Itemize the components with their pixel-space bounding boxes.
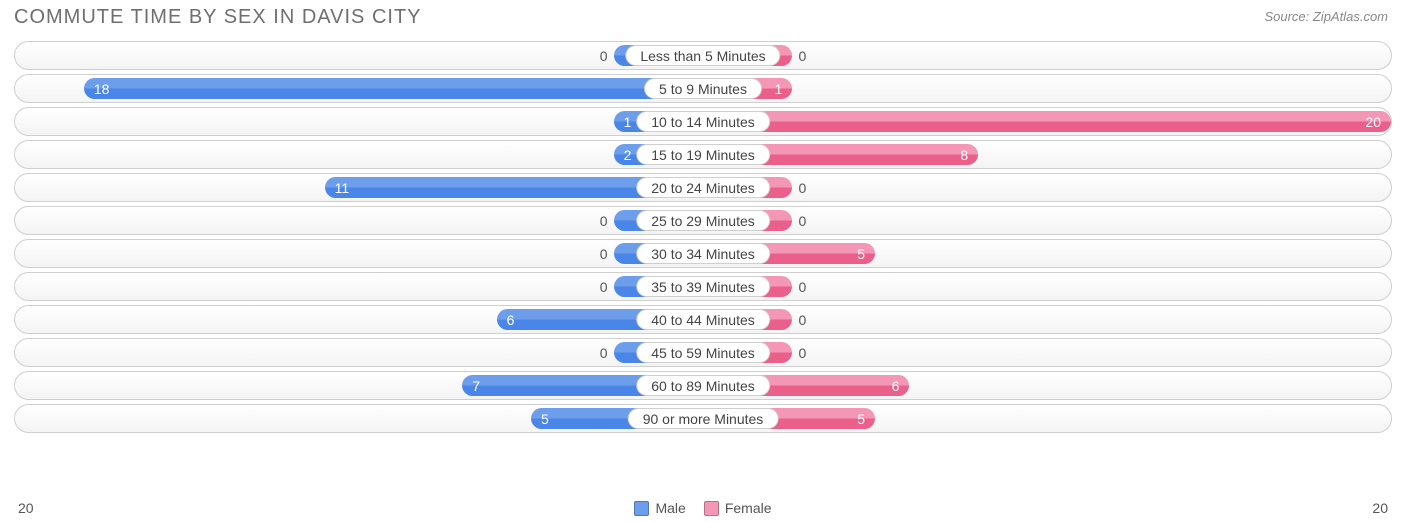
category-label: 40 to 44 Minutes <box>636 309 770 330</box>
chart-row: 12010 to 14 Minutes <box>14 107 1392 136</box>
chart-title: COMMUTE TIME BY SEX IN DAVIS CITY <box>14 6 422 29</box>
category-label: Less than 5 Minutes <box>625 45 780 66</box>
chart-row: 0 0 45 to 59 Minutes <box>14 338 1392 367</box>
chart-row: 0 0 Less than 5 Minutes <box>14 41 1392 70</box>
axis-right-max: 20 <box>1372 500 1388 516</box>
legend-item: Female <box>704 500 772 516</box>
male-value: 0 <box>600 342 614 363</box>
chart-legend: Male Female <box>634 500 771 516</box>
female-value: 0 <box>792 45 806 66</box>
female-value: 0 <box>792 177 806 198</box>
category-label: 30 to 34 Minutes <box>636 243 770 264</box>
chart-header: COMMUTE TIME BY SEX IN DAVIS CITY Source… <box>0 0 1406 33</box>
female-value: 5 <box>849 408 873 429</box>
female-value: 5 <box>849 243 873 264</box>
commute-chart: COMMUTE TIME BY SEX IN DAVIS CITY Source… <box>0 0 1406 522</box>
female-value: 0 <box>792 210 806 231</box>
category-label: 15 to 19 Minutes <box>636 144 770 165</box>
category-label: 5 to 9 Minutes <box>644 78 762 99</box>
category-label: 60 to 89 Minutes <box>636 375 770 396</box>
chart-plot: 0 0 Less than 5 Minutes 18 15 to 9 Minutes1 2… <box>0 33 1406 496</box>
female-value: 0 <box>792 276 806 297</box>
category-label: 25 to 29 Minutes <box>636 210 770 231</box>
legend-swatch <box>704 501 719 516</box>
category-label: 20 to 24 Minutes <box>636 177 770 198</box>
category-label: 90 or more Minutes <box>628 408 779 429</box>
female-value: 8 <box>952 144 976 165</box>
chart-row: 0 0 35 to 39 Minutes <box>14 272 1392 301</box>
category-label: 35 to 39 Minutes <box>636 276 770 297</box>
female-value: 0 <box>792 342 806 363</box>
male-value: 0 <box>600 276 614 297</box>
female-value: 1 <box>767 78 791 99</box>
male-value: 6 <box>499 309 523 330</box>
female-value: 0 <box>792 309 806 330</box>
female-value: 6 <box>884 375 908 396</box>
male-value: 18 <box>86 78 118 99</box>
female-value: 20 <box>1357 111 1389 132</box>
chart-row: 7 6 60 to 89 Minutes <box>14 371 1392 400</box>
chart-row: 18 15 to 9 Minutes <box>14 74 1392 103</box>
chart-row: 2815 to 19 Minutes <box>14 140 1392 169</box>
legend-item: Male <box>634 500 685 516</box>
chart-row: 11 0 20 to 24 Minutes <box>14 173 1392 202</box>
male-value: 0 <box>600 243 614 264</box>
legend-label: Female <box>725 500 772 516</box>
female-bar: 20 <box>703 111 1391 132</box>
category-label: 45 to 59 Minutes <box>636 342 770 363</box>
male-value: 7 <box>464 375 488 396</box>
chart-row: 5 5 90 or more Minutes <box>14 404 1392 433</box>
chart-row: 6 0 40 to 44 Minutes <box>14 305 1392 334</box>
male-bar: 18 <box>84 78 703 99</box>
axis-left-max: 20 <box>18 500 34 516</box>
male-value: 5 <box>533 408 557 429</box>
male-value: 0 <box>600 45 614 66</box>
chart-footer: 20 Male Female 20 <box>0 496 1406 522</box>
male-value: 0 <box>600 210 614 231</box>
chart-source: Source: ZipAtlas.com <box>1264 6 1388 24</box>
chart-row: 0 5 30 to 34 Minutes <box>14 239 1392 268</box>
male-value: 11 <box>327 177 358 198</box>
legend-label: Male <box>655 500 685 516</box>
chart-row: 0 0 25 to 29 Minutes <box>14 206 1392 235</box>
legend-swatch <box>634 501 649 516</box>
category-label: 10 to 14 Minutes <box>636 111 770 132</box>
